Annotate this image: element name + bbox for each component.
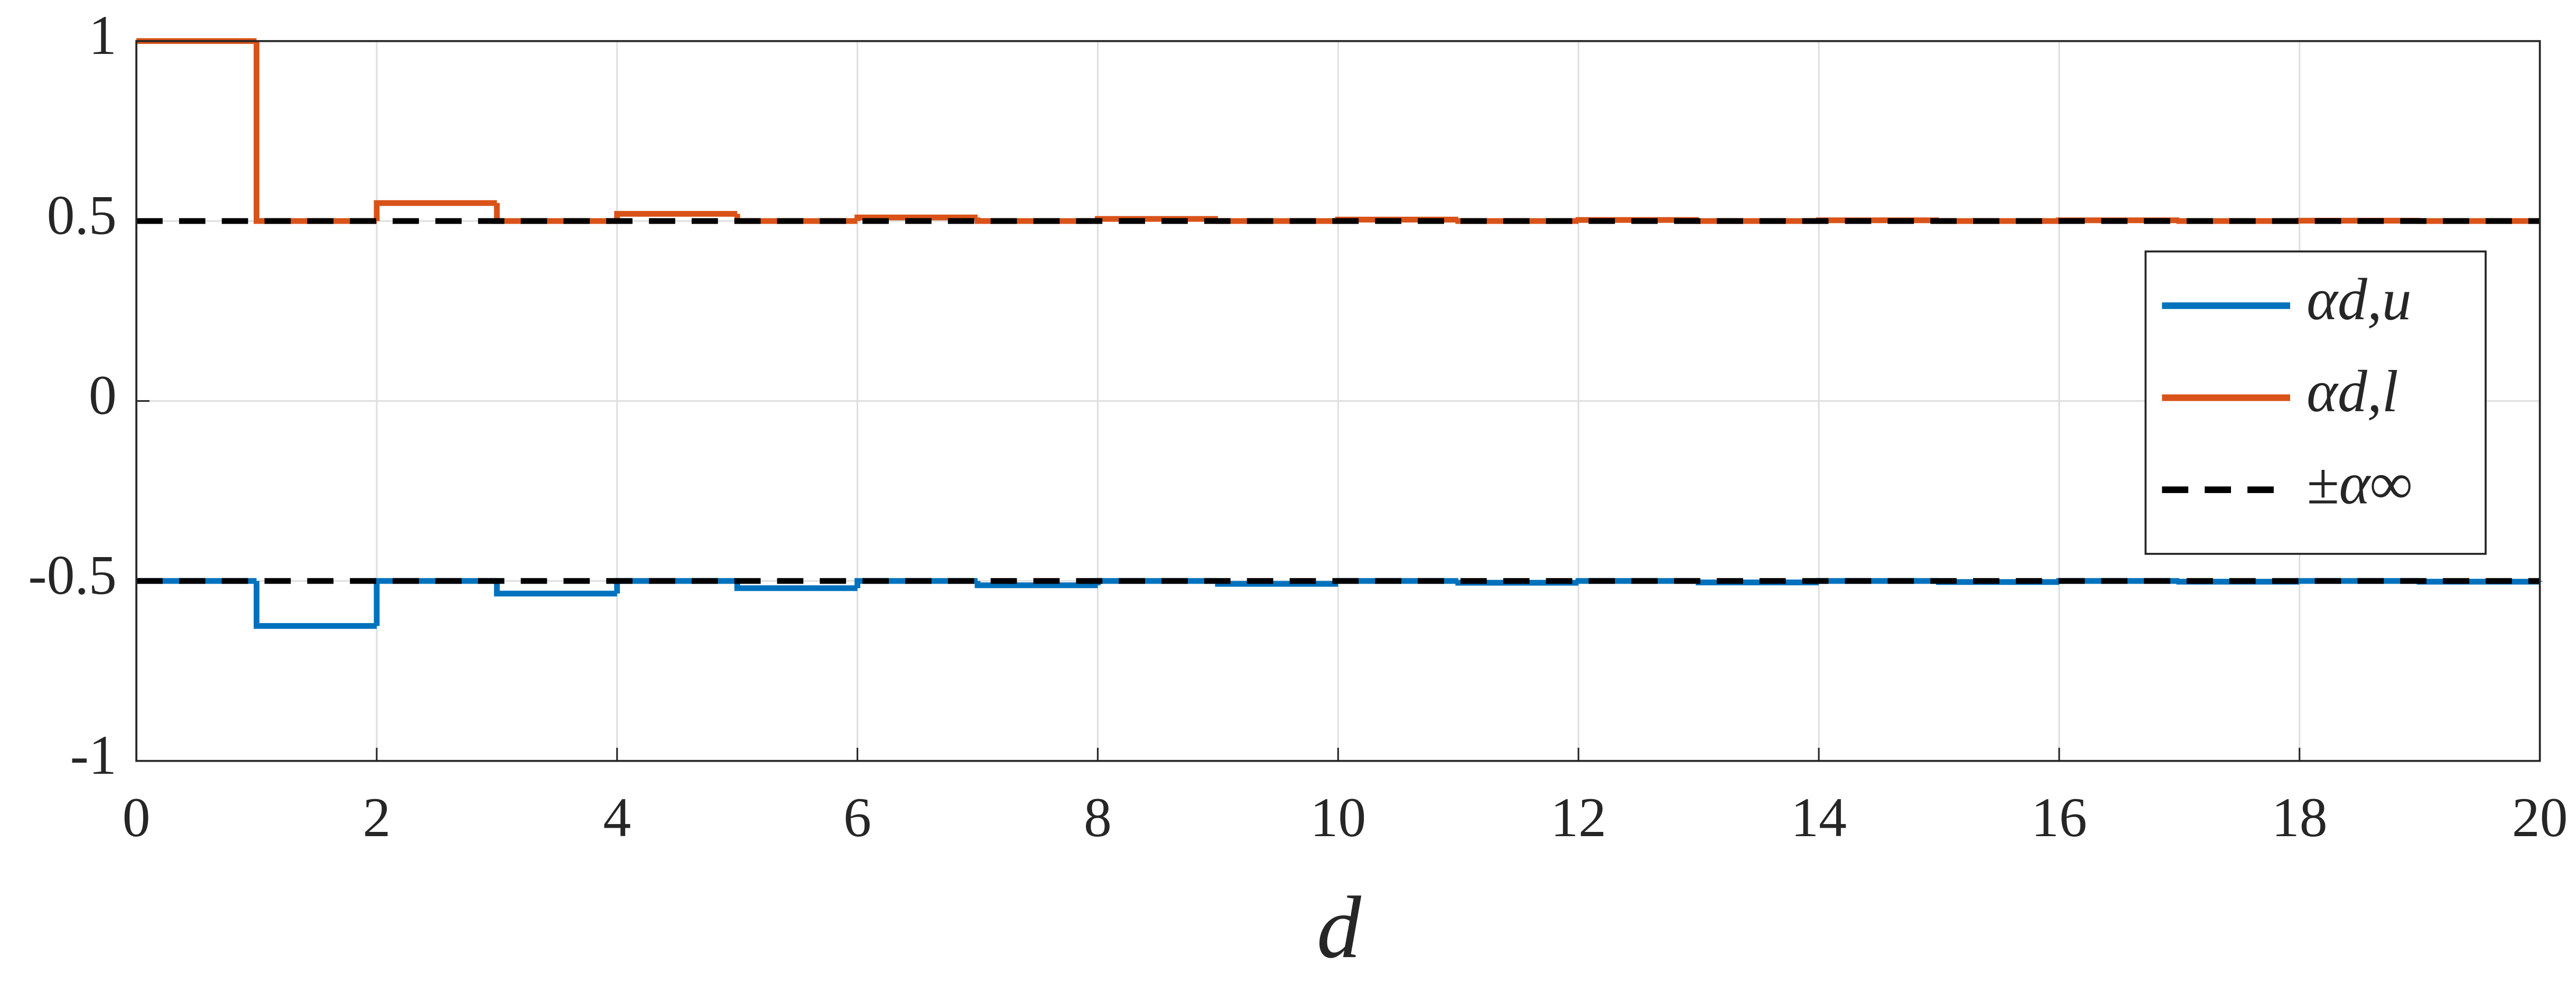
x-tick-label: 8: [1084, 786, 1112, 848]
legend-label: ±α∞: [2307, 451, 2412, 516]
x-tick-label: 0: [123, 786, 151, 848]
y-tick-label: 0: [89, 364, 117, 426]
legend-box: [2144, 250, 2487, 555]
stair-step: [1696, 218, 1819, 224]
x-tick-label: 20: [2512, 786, 2568, 848]
y-tick-label: -1: [70, 724, 117, 786]
stair-step: [494, 581, 617, 597]
legend-label: αd,u: [2307, 267, 2412, 332]
stair-step: [1095, 216, 1218, 222]
stair-step: [854, 578, 978, 588]
stair-step: [374, 200, 497, 221]
stair-step: [1455, 218, 1579, 224]
stair-step: [1816, 578, 1939, 584]
legend-label: αd,l: [2307, 359, 2398, 424]
stair-step: [974, 581, 1098, 588]
stair-step: [1575, 217, 1699, 223]
x-axis-label: d: [1317, 878, 1362, 977]
stair-step: [1215, 218, 1338, 224]
x-tick-label: 16: [2031, 786, 2087, 848]
y-tick-label: -0.5: [28, 544, 116, 606]
y-tick-label: 0.5: [47, 184, 117, 246]
stair-step: [1455, 580, 1579, 586]
stair-step: [854, 214, 978, 221]
stair-step: [1575, 578, 1699, 584]
stair-step: [1696, 579, 1819, 586]
x-tick-label: 2: [362, 786, 390, 848]
stair-step: [1215, 581, 1338, 587]
y-tick-label: 1: [89, 4, 117, 66]
stair-step: [254, 41, 377, 224]
stair-step: [2176, 218, 2300, 224]
stair-step: [1816, 217, 1939, 224]
stair-step: [254, 581, 377, 629]
x-tick-label: 12: [1550, 786, 1606, 848]
x-tick-label: 18: [2272, 786, 2328, 848]
plot-frame: [135, 40, 2541, 762]
x-tick-label: 14: [1791, 786, 1847, 848]
x-tick-label: 10: [1310, 786, 1366, 848]
x-tick-label: 6: [843, 786, 871, 848]
x-tick-label: 4: [603, 786, 631, 848]
